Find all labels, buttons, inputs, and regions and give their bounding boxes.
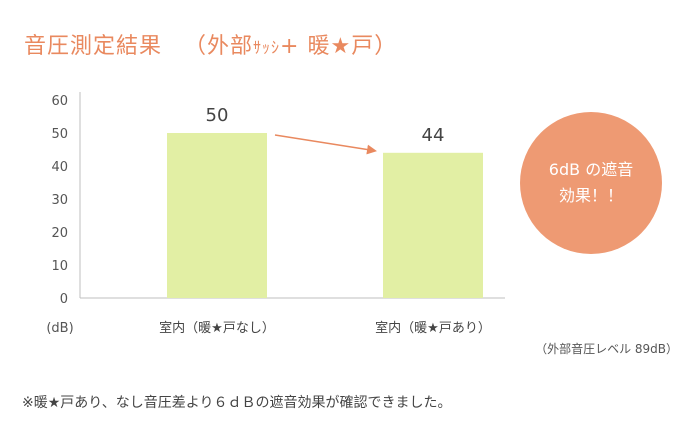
title-paren-open: （外部 <box>184 34 254 59</box>
reduction-arrow <box>274 134 377 155</box>
y-tick-label: 0 <box>60 292 68 307</box>
category-labels-group: 室内（暖★戸なし） 室内（暖★戸あり） <box>159 320 491 336</box>
y-tick-label: 60 <box>51 94 68 109</box>
y-tick-label: 50 <box>51 127 68 142</box>
page-title: 音圧測定結果 （外部ｻｯｼ+ 暖★戸） <box>24 28 397 60</box>
y-axis-unit-label: (dB) <box>46 321 73 336</box>
badge-line-1: 6dB の遮音 <box>548 160 634 179</box>
effect-badge: 6dB の遮音 効果！！ <box>520 112 662 254</box>
title-main: 音圧測定結果 <box>24 34 163 59</box>
y-tick-label: 20 <box>51 226 68 241</box>
bar <box>167 133 267 298</box>
y-tick-label: 40 <box>51 160 68 175</box>
bars-group <box>167 133 483 298</box>
y-tick-label: 10 <box>51 259 68 274</box>
category-label: 室内（暖★戸なし） <box>159 320 275 336</box>
y-axis-ticks: 0 10 20 30 40 50 60 <box>51 94 68 307</box>
bar-value-label: 50 <box>206 105 229 126</box>
bar <box>383 152 483 298</box>
footnote: ※暖★戸あり、なし音圧差より６ｄＢの遮音効果が確認できました。 <box>22 395 452 411</box>
category-label: 室内（暖★戸あり） <box>375 320 491 336</box>
title-paren-small: ｻｯｼ <box>253 38 281 57</box>
bar-value-label: 44 <box>422 125 445 146</box>
badge-line-2: 効果！！ <box>558 186 623 205</box>
title-paren-rest: + 暖★戸） <box>280 34 398 59</box>
y-tick-label: 30 <box>51 193 68 208</box>
value-labels-group: 50 44 <box>206 105 445 146</box>
external-level-note: （外部音圧レベル 89dB） <box>535 342 678 356</box>
